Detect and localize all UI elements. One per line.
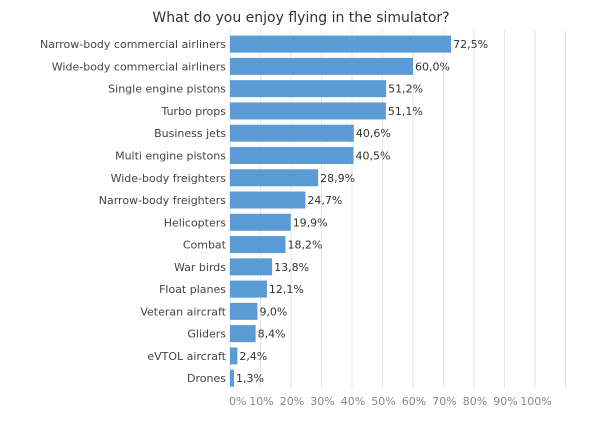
category-label: Narrow-body freighters	[99, 194, 227, 207]
value-label: 24,7%	[307, 194, 342, 207]
category-label: Multi engine pistons	[115, 149, 226, 162]
category-label: eVTOL aircraft	[147, 350, 226, 363]
bar	[230, 146, 354, 164]
value-label: 72,5%	[453, 38, 488, 51]
bar	[230, 369, 234, 387]
bar	[230, 102, 386, 120]
x-tick-label: 50%	[371, 395, 395, 408]
value-label: 13,8%	[274, 261, 309, 274]
category-label: Business jets	[154, 127, 226, 140]
x-tick-label: 20%	[280, 395, 304, 408]
category-label: Turbo props	[161, 105, 227, 118]
x-tick-label: 80%	[463, 395, 487, 408]
value-label: 19,9%	[293, 216, 328, 229]
value-label: 51,1%	[388, 105, 423, 118]
category-label: Helicopters	[164, 216, 227, 229]
bar	[230, 347, 238, 365]
x-tick-label: 90%	[493, 395, 517, 408]
x-tick-label: 10%	[249, 395, 273, 408]
chart-title: What do you enjoy flying in the simulato…	[152, 10, 449, 26]
x-tick-label: 70%	[432, 395, 456, 408]
bar	[230, 124, 354, 142]
x-tick-label: 100%	[520, 395, 551, 408]
x-tick-label: 60%	[402, 395, 426, 408]
category-labels: Narrow-body commercial airliners Wide-bod…	[40, 38, 227, 385]
bar	[230, 35, 452, 53]
bar	[230, 302, 258, 320]
x-axis-ticks: 0% 10% 20% 30% 40% 50% 60% 70% 80% 90% 100%	[229, 395, 552, 408]
category-label: Veteran aircraft	[140, 305, 226, 318]
value-labels: 72,5%60,0% 51,2% 51,1% 40,6% 40,5%28,9% 24,7%…	[236, 38, 488, 385]
value-label: 12,1%	[269, 283, 304, 296]
value-label: 1,3%	[236, 372, 264, 385]
value-label: 51,2%	[388, 83, 423, 96]
value-label: 60,0%	[415, 60, 450, 73]
value-label: 18,2%	[288, 239, 323, 252]
value-label: 2,4%	[239, 350, 267, 363]
x-tick-label: 30%	[310, 395, 334, 408]
category-label: Wide-body commercial airliners	[52, 60, 226, 73]
category-label: Drones	[187, 372, 226, 385]
bar	[230, 191, 306, 209]
value-label: 28,9%	[320, 172, 355, 185]
category-label: Gliders	[187, 328, 226, 341]
category-label: Narrow-body commercial airliners	[40, 38, 226, 51]
bar	[230, 213, 291, 231]
x-tick-label: 40%	[341, 395, 365, 408]
bars	[230, 35, 452, 387]
bar	[230, 325, 256, 343]
bar	[230, 57, 413, 75]
category-label: Wide-body freighters	[111, 172, 227, 185]
value-label: 40,5%	[356, 149, 391, 162]
bar	[230, 80, 387, 98]
category-label: Combat	[183, 239, 227, 252]
x-tick-label: 0%	[229, 395, 246, 408]
bar	[230, 169, 319, 187]
value-label: 9,0%	[259, 305, 287, 318]
bar	[230, 258, 273, 276]
value-label: 8,4%	[258, 328, 286, 341]
category-label: War birds	[174, 261, 226, 274]
category-label: Float planes	[159, 283, 226, 296]
category-label: Single engine pistons	[108, 83, 226, 96]
bar	[230, 236, 286, 254]
value-label: 40,6%	[356, 127, 391, 140]
bar	[230, 280, 267, 298]
